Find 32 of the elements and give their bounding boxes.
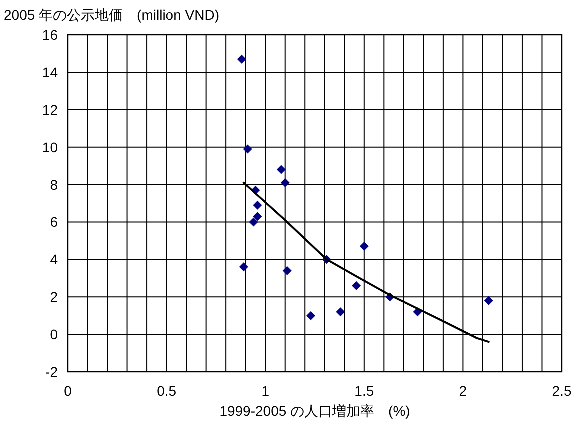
point — [237, 54, 246, 64]
x-axis-title: 1999-2005 の人口増加率 (%) — [220, 403, 410, 419]
point — [306, 311, 316, 320]
point — [282, 266, 292, 276]
y-tick-label: 16 — [42, 27, 58, 43]
y-tick-label: 6 — [50, 214, 58, 230]
point — [276, 165, 286, 174]
x-tick-label: 0.5 — [157, 383, 177, 399]
point — [239, 262, 248, 272]
point — [243, 144, 252, 154]
point — [360, 242, 369, 252]
x-tick-label: 1.5 — [354, 383, 374, 399]
point — [352, 281, 361, 290]
y-tick-label: -2 — [46, 364, 58, 380]
x-tick-label: 1 — [262, 383, 270, 399]
y-tick-label: 4 — [50, 252, 58, 268]
y-tick-label: 14 — [42, 64, 58, 80]
y-tick-label: 0 — [50, 326, 58, 343]
point — [280, 178, 290, 188]
y-tick-label: 2 — [50, 289, 58, 306]
point — [249, 218, 258, 227]
point — [484, 296, 494, 306]
x-tick-label: 0 — [64, 383, 72, 399]
x-tick-label: 2 — [459, 383, 468, 399]
y-tick-label: 10 — [42, 139, 58, 156]
point — [253, 212, 262, 222]
y-tick-label: 8 — [50, 176, 58, 193]
chart-title: 2005 年の公示地価 (million VND) — [4, 7, 220, 23]
y-tick-label: 12 — [42, 102, 58, 118]
point — [336, 308, 346, 317]
point — [253, 200, 262, 210]
x-tick-label: 2.5 — [552, 383, 572, 399]
